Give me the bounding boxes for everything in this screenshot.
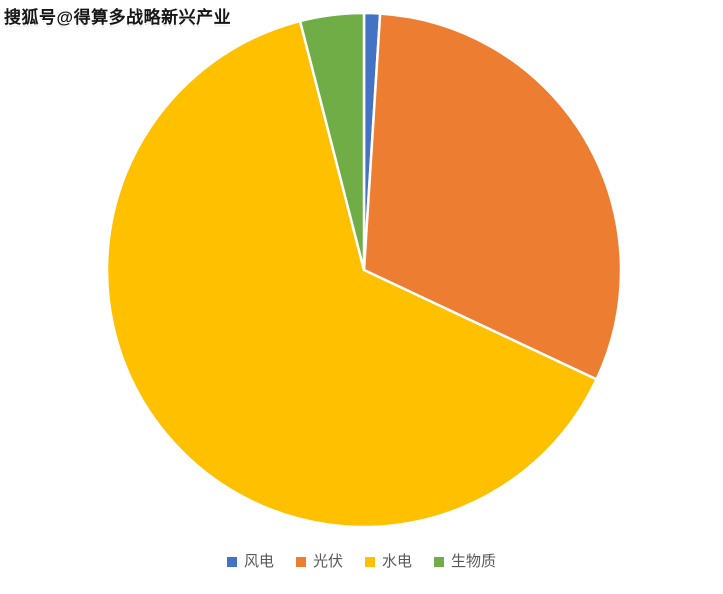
- legend-item-biomass: 生物质: [434, 554, 496, 569]
- pie-slice-hydro: [105, 19, 598, 529]
- watermark: 搜狐号@得算多战略新兴产业: [4, 8, 232, 27]
- legend-swatch-wind: [226, 556, 237, 567]
- chart-legend: 风电 光伏 水电 生物质: [0, 554, 723, 569]
- legend-item-wind: 风电: [226, 553, 274, 570]
- legend-swatch-hydro: [365, 556, 375, 567]
- pie-slice-biomass: [298, 11, 366, 272]
- legend-label: 生物质: [451, 553, 497, 570]
- legend-item-solar: 光伏: [295, 553, 343, 570]
- legend-swatch-biomass: [434, 556, 445, 567]
- legend-label: 光伏: [312, 553, 343, 570]
- pie-slice-solar: [362, 12, 623, 381]
- legend-swatch-solar: [295, 556, 306, 567]
- legend-item-hydro: 水电: [365, 554, 412, 569]
- legend-label: 风电: [243, 553, 274, 570]
- legend-label: 水电: [382, 553, 413, 570]
